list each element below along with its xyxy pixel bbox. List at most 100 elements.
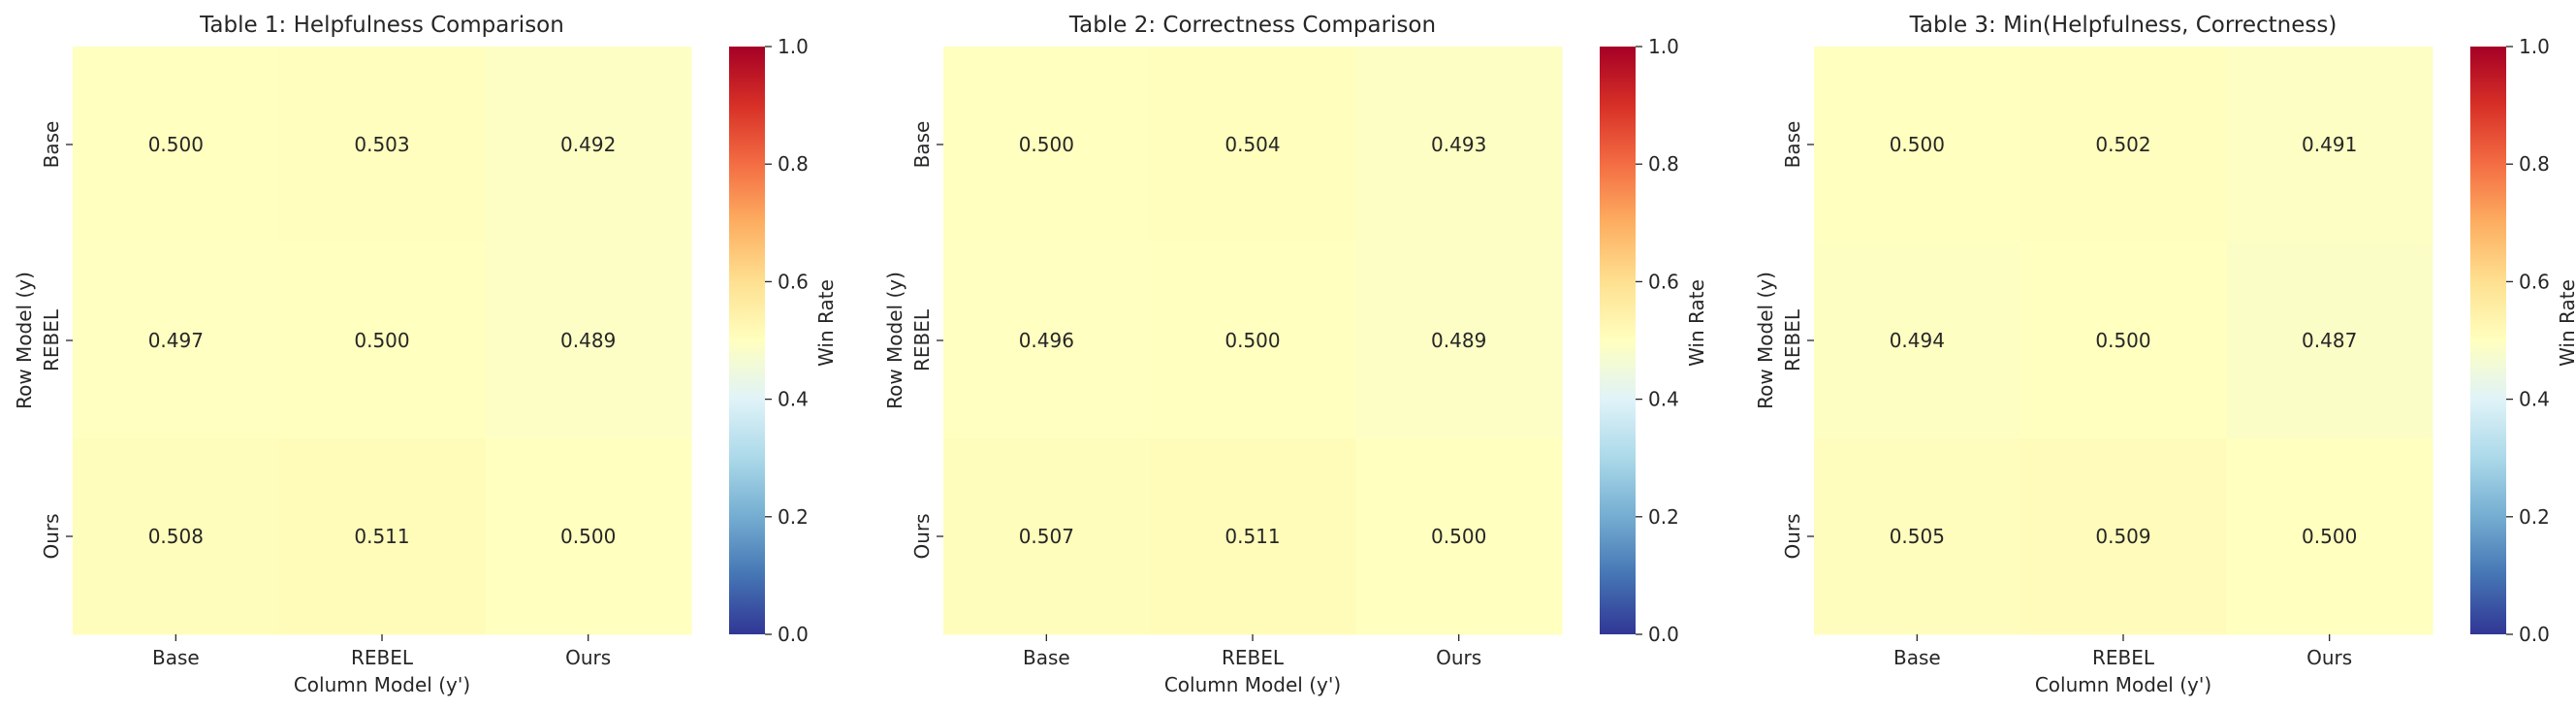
cell-value-label: 0.500 bbox=[1890, 133, 1945, 156]
cell-value-label: 0.497 bbox=[148, 329, 204, 352]
heatmap-cell bbox=[2019, 47, 2227, 243]
colorbar-gradient bbox=[1600, 47, 1636, 634]
cell-value-label: 0.487 bbox=[2302, 329, 2357, 352]
colorbar-tick-label: 0.6 bbox=[778, 270, 809, 293]
colorbar-tick-label: 0.2 bbox=[778, 505, 809, 529]
cell-value-label: 0.500 bbox=[2302, 525, 2357, 548]
chart-title: Table 1: Helpfulness Comparison bbox=[199, 13, 564, 38]
heatmap-panel-1: Table 1: Helpfulness Comparison 0.500 0.50… bbox=[13, 13, 838, 696]
cell-value-label: 0.505 bbox=[1890, 525, 1945, 548]
heatmap-cell bbox=[278, 438, 486, 635]
cell-value-label: 0.491 bbox=[2302, 133, 2357, 156]
cell-value-label: 0.500 bbox=[1019, 133, 1074, 156]
cell-value-label: 0.509 bbox=[2095, 525, 2150, 548]
chart-title: Table 3: Min(Helpfulness, Correctness) bbox=[1909, 13, 2337, 38]
x-tick-label: Ours bbox=[1436, 646, 1481, 669]
colorbar-tick-label: 0.2 bbox=[2519, 505, 2550, 529]
cell-value-label: 0.511 bbox=[1224, 525, 1280, 548]
colorbar-tick-label: 1.0 bbox=[2519, 35, 2550, 58]
x-tick-label: Base bbox=[1893, 646, 1941, 669]
heatmap-cell bbox=[2226, 47, 2433, 243]
colorbar-tick-label: 0.0 bbox=[1648, 623, 1679, 646]
cell-value-label: 0.500 bbox=[2095, 329, 2150, 352]
heatmap-panel-3: Table 3: Min(Helpfulness, Correctness) 0.… bbox=[1754, 13, 2576, 696]
y-tick-label: Ours bbox=[1781, 513, 1804, 559]
colorbar-tick-label: 0.0 bbox=[2519, 623, 2550, 646]
x-tick-label: Ours bbox=[2306, 646, 2352, 669]
x-tick-label: REBEL bbox=[351, 646, 414, 669]
heatmap-cell bbox=[1814, 438, 2021, 635]
y-tick-label: REBEL bbox=[1781, 308, 1804, 371]
colorbar-tick-label: 0.6 bbox=[2519, 270, 2550, 293]
chart-title: Table 2: Correctness Comparison bbox=[1068, 13, 1436, 38]
heatmap-cell bbox=[73, 242, 280, 439]
y-tick-label: REBEL bbox=[910, 308, 934, 371]
colorbar: 0.0 0.2 0.4 0.6 0.8 1.0 Win Rate bbox=[2470, 35, 2576, 646]
colorbar-label: Win Rate bbox=[2556, 279, 2576, 367]
heatmap-cell bbox=[1814, 242, 2021, 439]
y-tick-label: Base bbox=[1781, 121, 1804, 169]
colorbar-tick-label: 0.4 bbox=[2519, 388, 2550, 411]
heatmap-cell bbox=[2226, 438, 2433, 635]
cell-value-label: 0.500 bbox=[148, 133, 204, 156]
cell-value-label: 0.502 bbox=[2095, 133, 2150, 156]
heatmap-cell bbox=[485, 47, 692, 243]
x-axis-label: Column Model (y') bbox=[1164, 673, 1341, 696]
cell-value-label: 0.500 bbox=[354, 329, 409, 352]
cell-value-label: 0.503 bbox=[354, 133, 409, 156]
colorbar-tick-label: 1.0 bbox=[778, 35, 809, 58]
heatmap-cell bbox=[1149, 47, 1356, 243]
cell-value-label: 0.500 bbox=[1224, 329, 1280, 352]
heatmap-cell bbox=[1355, 438, 1563, 635]
cell-value-label: 0.493 bbox=[1431, 133, 1486, 156]
heatmap-cell bbox=[943, 438, 1151, 635]
x-tick-label: REBEL bbox=[2092, 646, 2155, 669]
colorbar-tick-label: 0.8 bbox=[2519, 152, 2550, 176]
heatmap-cell bbox=[485, 242, 692, 439]
heatmap-cell bbox=[2019, 438, 2227, 635]
y-tick-label: Base bbox=[910, 121, 934, 169]
heatmap-cell bbox=[73, 438, 280, 635]
colorbar-tick-label: 0.0 bbox=[778, 623, 809, 646]
heatmap-cell bbox=[943, 47, 1151, 243]
heatmap-cell bbox=[485, 438, 692, 635]
heatmap-cell bbox=[1814, 47, 2021, 243]
heatmap-cell bbox=[2019, 242, 2227, 439]
y-tick-label: Base bbox=[40, 121, 63, 169]
heatmap-cell bbox=[278, 242, 486, 439]
heatmap-panel-2: Table 2: Correctness Comparison 0.500 0.50… bbox=[883, 13, 1708, 696]
heatmap-cell bbox=[1355, 47, 1563, 243]
colorbar-gradient bbox=[2470, 47, 2506, 634]
colorbar-tick-label: 0.4 bbox=[1648, 388, 1679, 411]
y-axis-label: Row Model (y) bbox=[1754, 272, 1777, 409]
heatmap-cell bbox=[73, 47, 280, 243]
y-tick-label: Ours bbox=[40, 513, 63, 559]
heatmap-cell bbox=[1149, 242, 1356, 439]
cell-value-label: 0.496 bbox=[1019, 329, 1074, 352]
x-tick-label: Base bbox=[152, 646, 200, 669]
colorbar-tick-label: 0.2 bbox=[1648, 505, 1679, 529]
cell-value-label: 0.511 bbox=[354, 525, 409, 548]
colorbar-tick-label: 0.8 bbox=[1648, 152, 1679, 176]
colorbar-gradient bbox=[729, 47, 765, 634]
colorbar-label: Win Rate bbox=[1685, 279, 1708, 367]
cell-value-label: 0.494 bbox=[1890, 329, 1945, 352]
colorbar: 0.0 0.2 0.4 0.6 0.8 1.0 Win Rate bbox=[1600, 35, 1708, 646]
x-tick-label: Base bbox=[1023, 646, 1070, 669]
heatmap-cell bbox=[278, 47, 486, 243]
x-tick-label: Ours bbox=[565, 646, 611, 669]
cell-value-label: 0.489 bbox=[1431, 329, 1486, 352]
cell-value-label: 0.500 bbox=[1431, 525, 1486, 548]
x-tick-label: REBEL bbox=[1222, 646, 1285, 669]
y-tick-label: REBEL bbox=[40, 308, 63, 371]
colorbar-tick-label: 0.8 bbox=[778, 152, 809, 176]
heatmap-cell bbox=[943, 242, 1151, 439]
y-axis-label: Row Model (y) bbox=[13, 272, 36, 409]
colorbar-tick-label: 0.4 bbox=[778, 388, 809, 411]
heatmap-cell bbox=[1149, 438, 1356, 635]
colorbar: 0.0 0.2 0.4 0.6 0.8 1.0 Win Rate bbox=[729, 35, 838, 646]
y-axis-label: Row Model (y) bbox=[883, 272, 906, 409]
cell-value-label: 0.508 bbox=[148, 525, 204, 548]
heatmap-cell bbox=[2226, 242, 2433, 439]
